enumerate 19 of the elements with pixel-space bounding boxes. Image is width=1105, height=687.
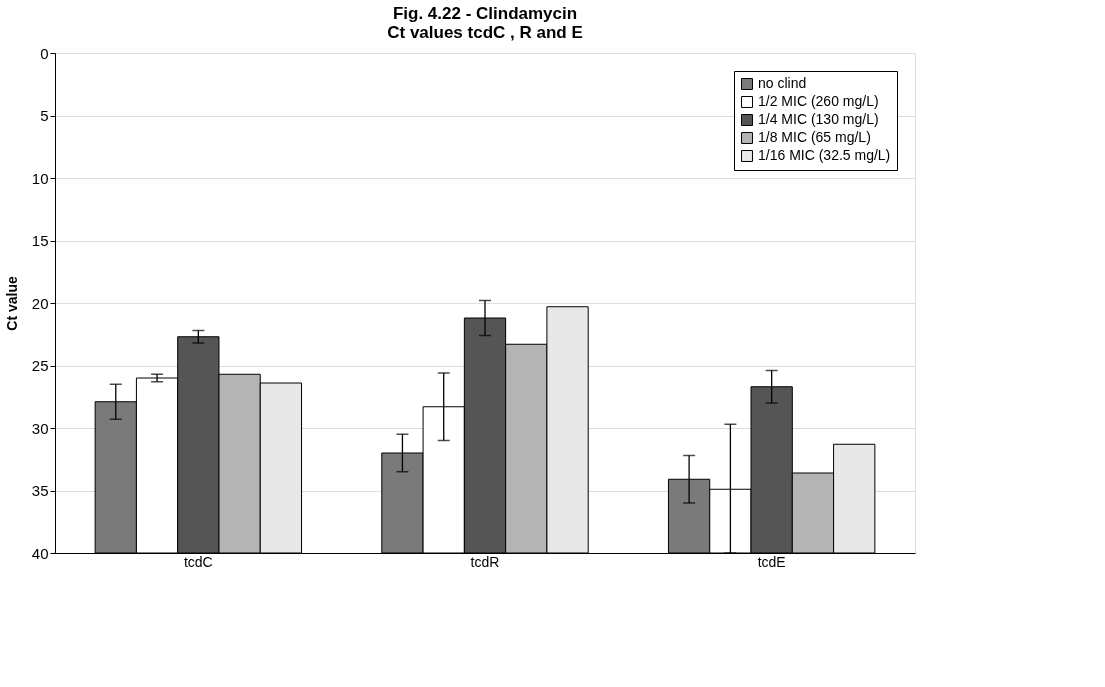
y-tick-label: 20 xyxy=(31,294,49,312)
y-tick-label: 5 xyxy=(40,107,49,124)
legend-label: 1/4 MIC (130 mg/L) xyxy=(758,111,879,127)
y-tick-label: 10 xyxy=(31,169,49,187)
y-axis-title: Ct value xyxy=(3,276,20,331)
chart-title: Fig. 4.22 - Clindamycin Ct values tcdC , R and E xyxy=(387,4,583,42)
x-tick-label: tcdE xyxy=(757,553,786,570)
y-tick-label: 35 xyxy=(31,482,49,499)
y-tick-label: 15 xyxy=(31,232,49,249)
x-tick-label: tcdC xyxy=(183,553,213,570)
legend-label: 1/16 MIC (32.5 mg/L) xyxy=(758,147,891,163)
legend-label: 1/2 MIC (260 mg/L) xyxy=(758,93,879,109)
y-tick-label: 30 xyxy=(31,419,49,437)
legend-label: no clind xyxy=(758,75,807,91)
x-tick-label: tcdR xyxy=(470,553,500,570)
y-tick-label: 40 xyxy=(31,544,49,562)
legend-label: 1/8 MIC (65 mg/L) xyxy=(758,129,871,145)
y-tick-label: 0 xyxy=(40,44,49,62)
y-tick-label: 25 xyxy=(31,357,49,374)
